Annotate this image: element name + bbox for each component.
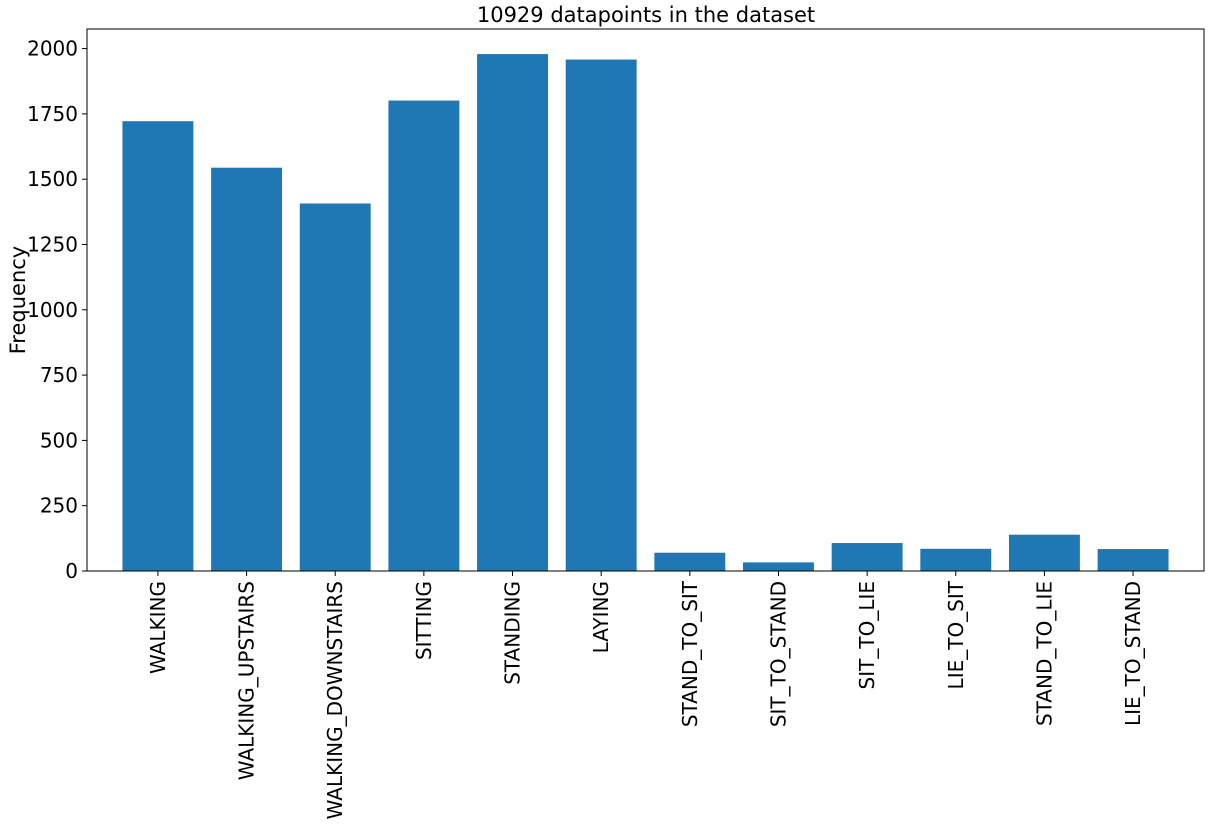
bar-sitting xyxy=(388,100,460,571)
x-tick-label: STANDING xyxy=(501,581,525,685)
y-tick-label: 500 xyxy=(40,428,78,452)
x-tick-label: STAND_TO_SIT xyxy=(678,580,702,727)
x-axis: WALKING WALKING_UPSTAIRS WALKING_DOWNSTAIR… xyxy=(146,571,1145,819)
y-tick-label: 1500 xyxy=(27,167,78,191)
x-tick-label: SITTING xyxy=(412,581,436,660)
y-tick-label: 1750 xyxy=(27,102,78,126)
bar-lie-to-stand xyxy=(1097,549,1169,571)
bar-walking-downstairs xyxy=(299,203,371,572)
y-tick-label: 2000 xyxy=(27,37,78,61)
y-tick-label: 750 xyxy=(40,363,78,387)
bar-standing xyxy=(477,54,548,571)
bar-stand-to-sit xyxy=(654,552,726,571)
y-tick-label: 1000 xyxy=(27,298,78,322)
x-tick-label: LIE_TO_STAND xyxy=(1121,581,1145,726)
bar-lie-to-sit xyxy=(920,548,992,571)
y-tick-label: 0 xyxy=(65,559,78,583)
x-tick-label: STAND_TO_LIE xyxy=(1032,581,1056,726)
bar-walking xyxy=(122,121,194,572)
y-axis: 0 250 500 750 1000 1250 1500 1750 2000 xyxy=(27,37,87,583)
bars-group xyxy=(122,54,1169,572)
x-tick-label: WALKING_UPSTAIRS xyxy=(235,581,259,780)
x-tick-label: SIT_TO_STAND xyxy=(766,581,790,727)
bar-stand-to-lie xyxy=(1008,534,1080,571)
x-tick-label: LAYING xyxy=(589,581,613,653)
bar-laying xyxy=(565,59,637,571)
x-tick-label: LIE_TO_SIT xyxy=(944,580,968,689)
bar-walking-upstairs xyxy=(211,167,283,571)
plot-frame xyxy=(86,28,1205,572)
y-tick-label: 250 xyxy=(40,494,78,518)
bar-sit-to-lie xyxy=(831,543,903,571)
x-tick-label: SIT_TO_LIE xyxy=(855,581,879,689)
x-tick-label: WALKING xyxy=(146,581,170,674)
x-tick-label: WALKING_DOWNSTAIRS xyxy=(323,581,347,819)
bar-sit-to-stand xyxy=(743,562,814,571)
y-tick-label: 1250 xyxy=(27,232,78,256)
chart-title: 10929 datapoints in the dataset xyxy=(477,3,815,27)
y-axis-label: Frequency xyxy=(6,246,30,355)
